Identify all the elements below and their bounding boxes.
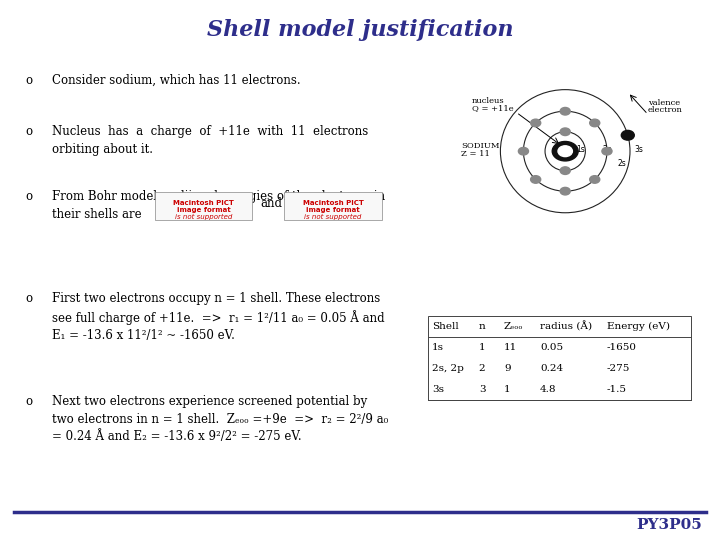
Text: Macintosh PICT: Macintosh PICT	[302, 200, 364, 206]
Circle shape	[590, 176, 600, 183]
Text: 0.24: 0.24	[540, 364, 563, 373]
Text: is not supported: is not supported	[175, 214, 232, 220]
Text: 3: 3	[479, 384, 485, 394]
Text: Next two electrons experience screened potential by
two electrons in n = 1 shell: Next two electrons experience screened p…	[52, 395, 388, 443]
Circle shape	[621, 130, 634, 140]
Text: Z = 11: Z = 11	[461, 151, 490, 158]
Text: -275: -275	[607, 364, 630, 373]
Text: -1.5: -1.5	[607, 384, 627, 394]
Circle shape	[560, 167, 570, 174]
Circle shape	[560, 128, 570, 136]
Text: -1650: -1650	[607, 343, 637, 352]
Text: o: o	[25, 125, 32, 138]
Text: 2: 2	[479, 364, 485, 373]
Text: Shell: Shell	[432, 322, 459, 331]
Text: image format: image format	[176, 207, 230, 213]
Text: 11: 11	[504, 343, 517, 352]
Text: Nucleus  has  a  charge  of  +11e  with  11  electrons
orbiting about it.: Nucleus has a charge of +11e with 11 ele…	[52, 125, 368, 156]
Circle shape	[560, 187, 570, 195]
Text: n: n	[479, 322, 485, 331]
Circle shape	[531, 176, 541, 183]
Text: 2p: 2p	[603, 145, 612, 153]
Text: 1: 1	[479, 343, 485, 352]
Circle shape	[590, 119, 600, 127]
Text: radius (Å): radius (Å)	[540, 321, 592, 332]
Text: Energy (eV): Energy (eV)	[607, 322, 670, 331]
Circle shape	[558, 146, 572, 157]
Text: o: o	[25, 395, 32, 408]
Circle shape	[560, 107, 570, 115]
Text: Zₑₒₒ: Zₑₒₒ	[504, 322, 523, 331]
Circle shape	[602, 147, 612, 155]
Text: Macintosh PICT: Macintosh PICT	[173, 200, 234, 206]
Text: o: o	[25, 292, 32, 305]
Text: First two electrons occupy n = 1 shell. These electrons
see full charge of +11e.: First two electrons occupy n = 1 shell. …	[52, 292, 384, 342]
Text: From Bohr model, radii and energies of the electrons in
their shells are: From Bohr model, radii and energies of t…	[52, 190, 385, 220]
Text: Consider sodium, which has 11 electrons.: Consider sodium, which has 11 electrons.	[52, 74, 300, 87]
Circle shape	[552, 141, 578, 161]
Text: 2s, 2p: 2s, 2p	[432, 364, 464, 373]
Text: and: and	[261, 197, 283, 210]
Text: 1s: 1s	[577, 145, 585, 153]
Text: Q = +11e: Q = +11e	[472, 104, 513, 112]
Text: 3s: 3s	[634, 145, 643, 154]
Bar	[284, 192, 382, 220]
Text: is not supported: is not supported	[305, 214, 361, 220]
Text: 9: 9	[504, 364, 510, 373]
Bar	[428, 316, 691, 400]
Text: 3s: 3s	[432, 384, 444, 394]
Text: SODIUM: SODIUM	[461, 142, 499, 150]
Text: o: o	[25, 74, 32, 87]
Text: 1: 1	[504, 384, 510, 394]
Text: electron: electron	[648, 106, 683, 114]
Text: image format: image format	[306, 207, 360, 213]
Circle shape	[518, 147, 528, 155]
Text: PY3P05: PY3P05	[636, 518, 702, 532]
Bar	[155, 192, 252, 220]
Circle shape	[531, 119, 541, 127]
Text: o: o	[25, 190, 32, 203]
Text: 2s: 2s	[617, 159, 626, 167]
Text: 0.05: 0.05	[540, 343, 563, 352]
Text: 1s: 1s	[432, 343, 444, 352]
Text: 4.8: 4.8	[540, 384, 557, 394]
Text: Shell model justification: Shell model justification	[207, 19, 513, 41]
Text: valence: valence	[648, 99, 680, 107]
Text: nucleus: nucleus	[472, 97, 504, 105]
